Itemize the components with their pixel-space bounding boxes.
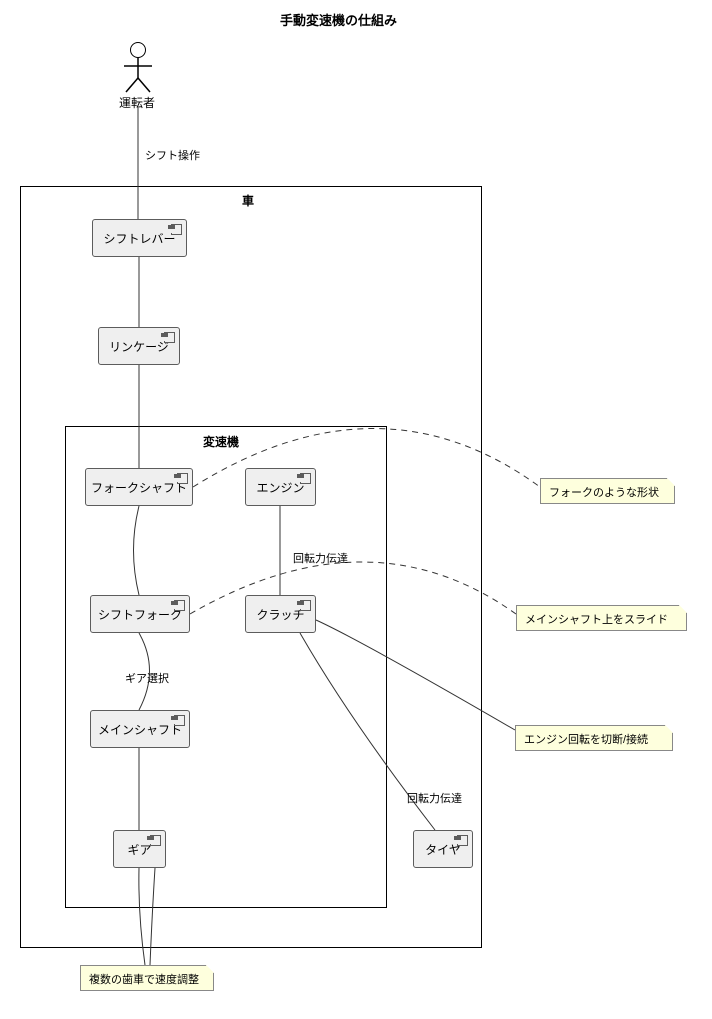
actor-label: 運転者: [119, 94, 155, 111]
edge-label: ギア選択: [125, 670, 169, 686]
edge-label: 回転力伝達: [293, 550, 348, 566]
edge-label: 回転力伝達: [407, 790, 462, 806]
frame-transmission-label: 変速機: [203, 433, 239, 450]
component-clutch: クラッチ: [245, 595, 316, 633]
component-linkage: リンケージ: [98, 327, 180, 365]
component-label: シフトフォーク: [98, 606, 182, 623]
component-icon: [173, 600, 185, 610]
component-icon: [163, 332, 175, 342]
note: フォークのような形状: [540, 478, 675, 504]
component-shift_fork: シフトフォーク: [90, 595, 190, 633]
component-tire: タイヤ: [413, 830, 473, 868]
component-icon: [176, 473, 188, 483]
component-icon: [299, 600, 311, 610]
component-engine: エンジン: [245, 468, 316, 506]
edge-label: シフト操作: [145, 147, 200, 163]
component-icon: [173, 715, 185, 725]
component-label: フォークシャフト: [91, 479, 187, 496]
actor-body: [122, 56, 154, 94]
component-icon: [170, 224, 182, 234]
component-gear: ギア: [113, 830, 166, 868]
component-label: リンケージ: [109, 338, 169, 355]
component-icon: [149, 835, 161, 845]
note: メインシャフト上をスライド: [516, 605, 687, 631]
note: エンジン回転を切断/接続: [515, 725, 673, 751]
note: 複数の歯車で速度調整: [80, 965, 214, 991]
component-fork_shaft: フォークシャフト: [85, 468, 193, 506]
component-icon: [299, 473, 311, 483]
component-shift_lever: シフトレバー: [92, 219, 187, 257]
diagram-title: 手動変速機の仕組み: [280, 10, 397, 29]
component-main_shaft: メインシャフト: [90, 710, 190, 748]
component-label: メインシャフト: [98, 721, 182, 738]
component-label: シフトレバー: [103, 230, 175, 247]
component-icon: [456, 835, 468, 845]
frame-car-label: 車: [242, 192, 254, 209]
